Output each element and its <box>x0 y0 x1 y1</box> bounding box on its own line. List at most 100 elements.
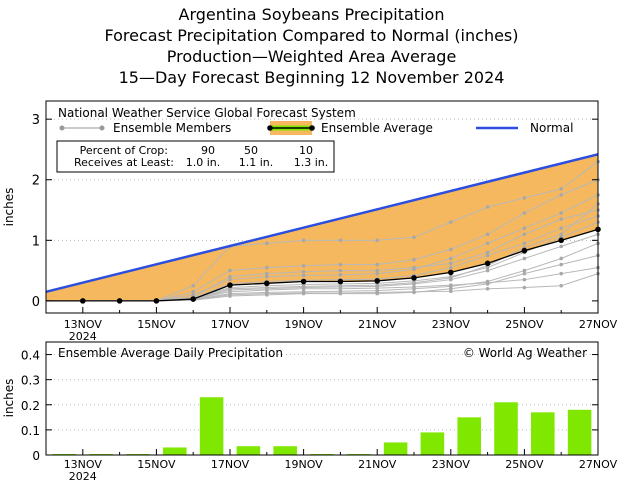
top-plot-frame <box>45 100 599 314</box>
ensemble-member-point <box>265 274 269 279</box>
ensemble-average-point <box>300 278 307 285</box>
ensemble-member-point <box>191 283 195 288</box>
legend-members-dot-right <box>99 125 105 131</box>
ensemble-member-point <box>485 250 490 255</box>
ensemble-member-point <box>485 241 490 246</box>
ensemble-average-point <box>264 280 270 287</box>
ensemble-member-point <box>301 238 306 243</box>
ensemble-member-point <box>228 268 232 273</box>
ensemble-member-point <box>412 235 416 240</box>
ensemble-member-point <box>191 290 195 294</box>
normal-line <box>45 153 599 294</box>
ensemble-member-point <box>485 268 490 273</box>
ensemble-member-point <box>375 262 380 267</box>
top-x-tick-label: 17NOV <box>211 318 250 331</box>
ensemble-member-point <box>412 286 416 291</box>
ensemble-member-point <box>228 291 232 296</box>
ensemble-member-point <box>485 279 490 284</box>
ensemble-member-point <box>522 271 527 276</box>
legend-average-label: Ensemble Average <box>321 121 433 135</box>
percent-10: 10 <box>299 144 313 157</box>
ensemble-member-point <box>301 290 306 294</box>
ensemble-member-point <box>522 268 527 273</box>
ensemble-member-point <box>485 232 490 237</box>
ensemble-member-point <box>522 241 527 246</box>
ensemble-member-point <box>265 271 269 276</box>
top-x-tick-label: 13NOV <box>64 318 103 331</box>
top-x-tick-label: 19NOV <box>284 318 323 331</box>
ensemble-member-point <box>559 283 563 288</box>
chart-title: Argentina Soybeans Precipitation <box>178 5 445 24</box>
ensemble-member-point <box>375 268 380 273</box>
ensemble-member-point <box>338 262 343 267</box>
ensemble-member-point <box>559 226 563 230</box>
ensemble-member-point <box>522 277 527 282</box>
ensemble-member-point <box>559 193 563 197</box>
title-block: Argentina Soybeans Precipitation Forecas… <box>0 4 623 88</box>
ensemble-member-point <box>522 256 527 261</box>
ensemble-member-point <box>559 211 563 215</box>
normal-line-group <box>45 153 599 294</box>
legend-members-dot-left <box>59 125 65 131</box>
ensemble-member-point <box>265 241 269 246</box>
top-y-axis-label: inches <box>2 188 16 227</box>
top-x-tick-label: 27NOV <box>579 318 618 331</box>
top-y-tick-label: 1 <box>32 234 40 249</box>
receives-row-label: Receives at Least: <box>74 156 174 169</box>
legend-average-dot-right <box>309 125 315 131</box>
ensemble-member-point <box>412 290 416 295</box>
ensemble-member-point <box>449 261 453 266</box>
ensemble-member-point <box>522 196 527 200</box>
top-x-tick-label: 21NOV <box>358 318 397 331</box>
ensemble-member-point <box>301 263 306 268</box>
ensemble-member-point <box>559 232 563 237</box>
chart-subtitle-forecast-period: 15—Day Forecast Beginning 12 November 20… <box>118 68 505 87</box>
ensemble-member-point <box>559 271 563 276</box>
ensemble-member-point <box>228 277 232 282</box>
ensemble-member-point <box>485 253 490 258</box>
normal-minus-average-band <box>46 154 598 301</box>
ensemble-member-point <box>301 284 306 289</box>
ensemble-average-point <box>153 298 160 304</box>
top-y-tick-label: 2 <box>32 174 40 189</box>
legend-average-dot-left <box>267 125 273 131</box>
ensemble-average-point <box>484 260 491 267</box>
percent-row-label: Percent of Crop: <box>80 144 168 157</box>
ensemble-average-point <box>411 275 417 281</box>
ensemble-member-point <box>375 238 380 243</box>
amount-50: 1.1 in. <box>239 156 274 169</box>
ensemble-member-point <box>265 265 269 270</box>
top-x-tick-label: 15NOV <box>137 318 176 331</box>
ensemble-member-point <box>559 187 563 191</box>
legend-normal-label: Normal <box>530 121 573 135</box>
ensemble-member-point <box>375 288 380 293</box>
ensemble-member-point <box>485 286 490 291</box>
ensemble-average-point <box>337 278 344 285</box>
amount-90: 1.0 in. <box>186 156 221 169</box>
ensemble-member-point <box>559 217 563 221</box>
ensemble-member-point <box>522 226 527 230</box>
ensemble-member-point <box>449 220 453 224</box>
ensemble-average-point <box>227 282 233 288</box>
top-x-tick-year: 2024 <box>69 330 97 343</box>
ensemble-average-point <box>558 237 564 244</box>
ensemble-member-point <box>412 280 416 285</box>
ensemble-member-point <box>338 268 343 273</box>
ensemble-member-point <box>559 256 563 261</box>
legend-source: National Weather Service Global Forecast… <box>58 106 356 120</box>
percent-of-crop-table: Percent of Crop: 90 50 10 Receives at Le… <box>56 140 335 173</box>
ensemble-member-point <box>449 276 453 280</box>
deficit-band <box>46 154 598 301</box>
ensemble-member-point <box>338 273 343 277</box>
ensemble-member-point <box>338 238 343 243</box>
top-x-tick-label: 23NOV <box>432 318 471 331</box>
ensemble-member-point <box>375 271 380 276</box>
top-legend: National Weather Service Global Forecast… <box>58 106 573 135</box>
ensemble-average-line <box>46 228 599 302</box>
ensemble-member-point <box>301 270 306 274</box>
ensemble-member-point <box>228 286 232 291</box>
legend-members-label: Ensemble Members <box>113 121 231 135</box>
ensemble-member-point <box>449 284 453 289</box>
chart-subtitle: Forecast Precipitation Compared to Norma… <box>104 26 519 45</box>
